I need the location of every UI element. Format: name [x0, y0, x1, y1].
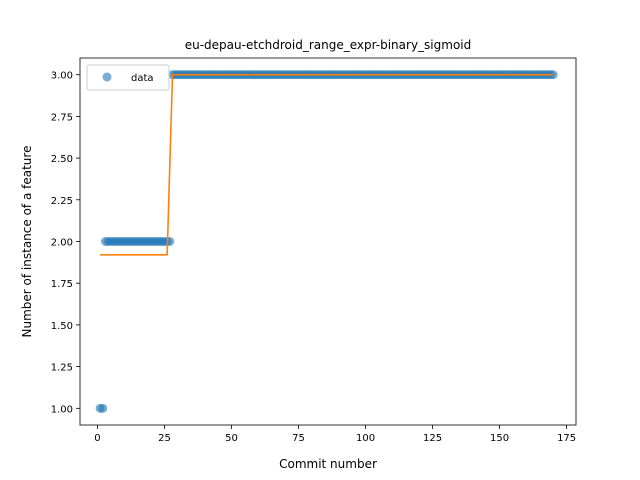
x-axis-label: Commit number	[279, 457, 377, 471]
x-tick-label: 50	[225, 433, 238, 444]
y-tick-label: 2.00	[51, 238, 73, 249]
y-tick-label: 1.50	[51, 321, 73, 332]
x-axis: 0 25 50 75 100 125 150 175	[94, 425, 576, 444]
fit-line	[100, 73, 554, 256]
x-tick-label: 0	[94, 433, 100, 444]
x-tick-label: 175	[557, 433, 576, 444]
legend: data	[86, 64, 170, 91]
x-tick-label: 125	[423, 433, 442, 444]
legend-marker-data	[102, 72, 112, 82]
x-tick-label: 25	[158, 433, 171, 444]
x-tick-label: 75	[292, 433, 305, 444]
legend-frame	[86, 64, 170, 91]
y-tick-label: 1.75	[51, 279, 73, 290]
y-tick-label: 2.25	[51, 196, 73, 207]
y-tick-label: 1.00	[51, 404, 73, 415]
data-point	[98, 403, 108, 413]
x-tick-label: 150	[490, 433, 509, 444]
chart-title: eu-depau-etchdroid_range_expr-binary_sig…	[185, 38, 472, 52]
plot-content	[95, 70, 558, 413]
y-axis-label: Number of instance of a feature	[20, 146, 34, 338]
legend-label-data: data	[131, 73, 154, 84]
y-tick-label: 2.50	[51, 154, 73, 165]
y-tick-label: 2.75	[51, 112, 73, 123]
x-tick-label: 100	[356, 433, 375, 444]
y-tick-label: 1.25	[51, 363, 73, 374]
y-tick-label: 3.00	[51, 71, 73, 82]
y-axis: 1.00 1.25 1.50 1.75 2.00 2.25 2.50 2.75 3.00	[51, 71, 80, 415]
